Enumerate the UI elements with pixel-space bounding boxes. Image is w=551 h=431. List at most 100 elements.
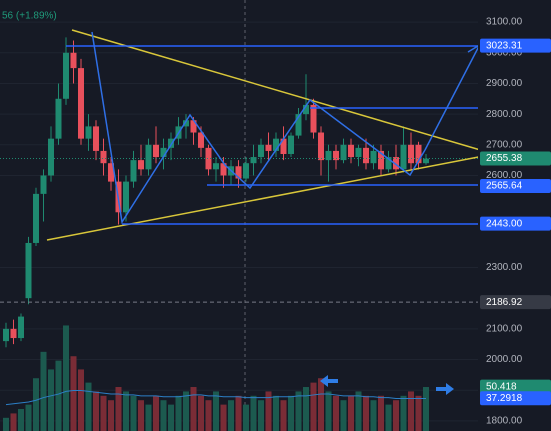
volume-bar	[55, 360, 62, 431]
arrow-icon	[320, 375, 338, 387]
volume-bar	[100, 395, 107, 431]
candle-body	[288, 135, 294, 154]
candle-body	[265, 144, 272, 151]
volume-label: 37.2918	[486, 393, 523, 404]
volume-bar	[280, 400, 287, 431]
volume-bar	[145, 404, 152, 431]
volume-bar	[213, 391, 219, 431]
price-label-box	[480, 216, 551, 231]
candle-body	[318, 132, 324, 161]
candle-body	[220, 163, 227, 176]
volume-bar	[205, 400, 212, 431]
volume-bar	[333, 395, 339, 431]
volume-bar	[363, 395, 369, 431]
candle-body	[205, 147, 212, 170]
volume-bar	[198, 395, 204, 431]
volume-bar	[303, 387, 309, 431]
marks	[0, 21, 478, 431]
trendline	[46, 153, 495, 241]
volume-bar	[400, 395, 407, 431]
price-label: 2186.92	[486, 297, 523, 308]
projection	[424, 47, 479, 151]
volume-bar	[423, 387, 429, 431]
volume-bar	[48, 369, 54, 431]
price-label: 2655.38	[486, 153, 523, 164]
volume-bar	[355, 391, 362, 431]
candle-body	[63, 52, 69, 99]
volume-bar	[130, 395, 137, 431]
price-label-box	[480, 179, 551, 194]
volume-bar	[370, 400, 377, 431]
y-tick-label: 2800.00	[486, 109, 523, 120]
candle-body	[355, 147, 362, 158]
volume-bar	[10, 413, 17, 431]
candle-body	[100, 150, 107, 164]
volume-bar	[78, 369, 84, 431]
volume-bar	[348, 395, 354, 431]
y-tick-label: 2300.00	[486, 262, 523, 273]
arrow-icon	[436, 383, 454, 395]
candle-body	[363, 147, 369, 164]
y-tick-label: 3000.00	[486, 47, 523, 58]
volume-bar	[33, 378, 39, 431]
candle-body	[78, 68, 84, 139]
candle-body	[415, 144, 422, 164]
y-tick-label: 2600.00	[486, 170, 523, 181]
candle-body	[250, 157, 257, 164]
volume-label-box	[480, 379, 551, 394]
candle-body	[123, 181, 129, 213]
volume-bar	[93, 391, 99, 431]
y-tick-label: 3100.00	[486, 17, 523, 28]
volume-label-box	[480, 391, 551, 406]
price-label-box	[480, 295, 551, 310]
volume-bar	[168, 404, 174, 431]
candle-body	[303, 104, 309, 115]
volume-bar	[265, 391, 272, 431]
candle-body	[85, 126, 92, 139]
candle-body	[25, 242, 32, 299]
volume-bar	[378, 395, 384, 431]
candle-body	[333, 150, 339, 161]
candle-body	[348, 144, 354, 158]
candle-body	[108, 163, 114, 182]
volume-bar	[235, 395, 242, 431]
candle-body	[310, 104, 317, 133]
volume-bar	[115, 387, 122, 431]
y-tick-label: 1800.00	[486, 416, 523, 427]
price-label-box	[480, 38, 551, 53]
volume-bar	[243, 404, 249, 431]
candle-body	[213, 163, 219, 170]
volume-bar	[310, 382, 317, 431]
change-label: 56 (+1.89%)	[2, 11, 57, 22]
candle-body	[258, 144, 264, 158]
candle-body	[93, 126, 99, 151]
volume-bar	[408, 391, 414, 431]
volume-bar	[123, 391, 129, 431]
price-label: 3023.31	[486, 40, 523, 51]
volume-bar	[415, 395, 422, 431]
candle-body	[400, 144, 407, 170]
candle-body	[235, 166, 242, 179]
candle-body	[3, 328, 9, 342]
volume-bar	[325, 391, 332, 431]
volume-bar	[63, 325, 69, 431]
volume-ma	[5, 390, 426, 406]
volume-bar	[295, 391, 302, 431]
candle-body	[423, 158, 429, 164]
volume-bar	[138, 400, 144, 431]
y-tick-label: 2700.00	[486, 139, 523, 150]
candle-body	[385, 157, 392, 170]
volume-bar	[228, 400, 234, 431]
drawings	[46, 29, 500, 241]
candle-body	[243, 163, 249, 179]
candle-body	[280, 138, 287, 154]
candle-body	[153, 144, 159, 158]
candle-body	[340, 144, 347, 161]
volume-bar	[250, 395, 257, 431]
volume-bar	[175, 395, 182, 431]
candle-body	[168, 138, 174, 148]
candle-body	[393, 157, 399, 170]
candle-body	[48, 138, 54, 176]
candle-body	[273, 138, 279, 151]
